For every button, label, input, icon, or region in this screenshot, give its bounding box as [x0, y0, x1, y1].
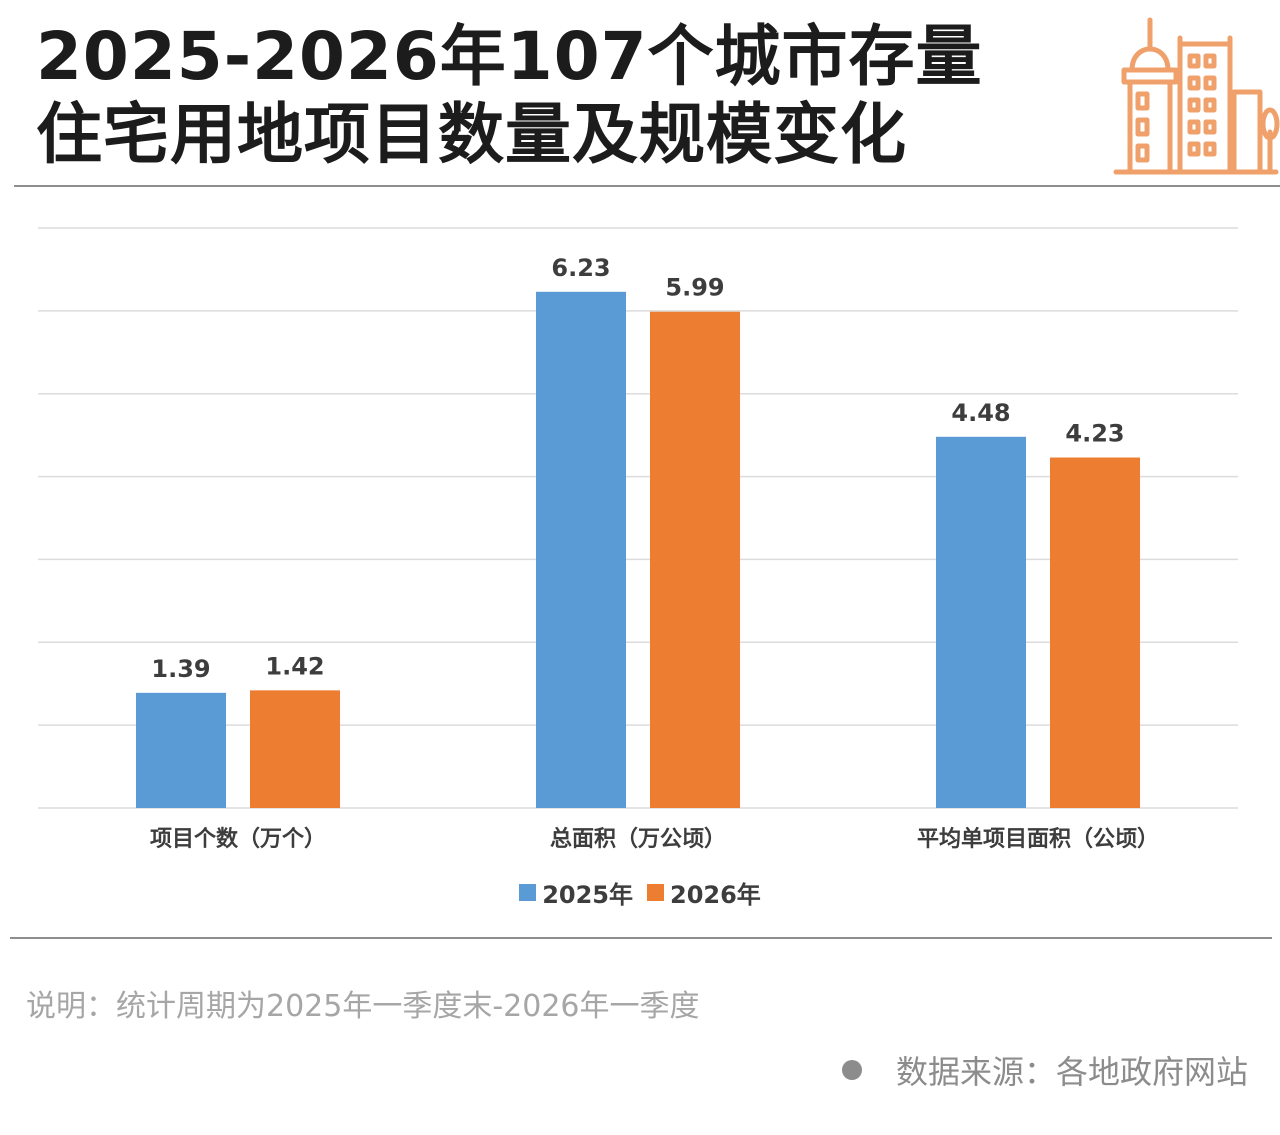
category-label: 平均单项目面积（公顷）	[917, 826, 1159, 852]
note-text: 说明：统计周期为2025年一季度末-2026年一季度	[26, 989, 700, 1024]
bar	[650, 311, 740, 808]
footer-divider	[10, 937, 1272, 939]
legend-swatch-2026	[647, 884, 664, 901]
data-label: 5.99	[665, 274, 724, 302]
bar	[936, 436, 1026, 808]
bar	[536, 291, 626, 808]
bar	[1050, 457, 1140, 808]
title-line-2: 住宅用地项目数量及规模变化	[36, 96, 907, 173]
legend-item-2025: 2025年	[519, 875, 633, 910]
source-line: 数据来源：各地政府网站	[841, 1047, 1248, 1093]
city-buildings-icon	[1113, 17, 1280, 175]
legend-swatch-2025	[519, 884, 537, 901]
source-text: 数据来源：各地政府网站	[895, 1053, 1248, 1091]
bar	[250, 690, 340, 808]
bar-chart: 1.39 1.42 项目个数（万个） 6.23 5.99 总面积（万公顷） 4.48 4.23…	[38, 227, 1238, 852]
data-label: 4.23	[1065, 420, 1124, 448]
category-label: 项目个数（万个）	[150, 826, 326, 852]
chart-legend: 2025年 2026年	[0, 875, 1280, 910]
legend-label-2026: 2026年	[670, 881, 761, 909]
bullet-dot-icon	[841, 1060, 862, 1080]
title-divider	[14, 185, 1280, 187]
bar	[136, 692, 226, 808]
legend-label-2025: 2025年	[542, 881, 633, 909]
page-title: 2025-2026年107个城市存量 住宅用地项目数量及规模变化	[36, 18, 1096, 174]
category-label: 总面积（万公顷）	[550, 826, 726, 852]
data-label: 6.23	[551, 254, 610, 282]
data-label: 1.39	[151, 655, 210, 683]
title-line-1: 2025-2026年107个城市存量	[36, 18, 983, 95]
data-label: 1.42	[265, 652, 324, 680]
legend-item-2026: 2026年	[647, 875, 761, 910]
data-label: 4.48	[951, 399, 1010, 427]
